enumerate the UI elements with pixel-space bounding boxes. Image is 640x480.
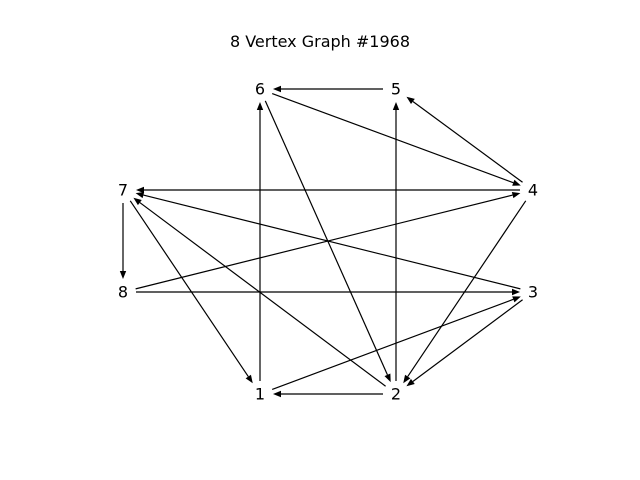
edge-line	[264, 100, 388, 376]
graph-title: 8 Vertex Graph #1968	[229, 32, 411, 51]
edge-line	[271, 92, 514, 184]
arrowhead-icon	[406, 378, 415, 387]
arrowhead-icon	[256, 102, 264, 110]
arrowhead-icon	[136, 186, 144, 194]
node-4: 4	[528, 181, 538, 200]
node-6: 6	[255, 80, 265, 99]
node-3: 3	[528, 283, 538, 302]
edge-2-to-7	[133, 197, 386, 387]
edge-4-to-2	[403, 200, 527, 384]
edges-layer	[119, 85, 527, 398]
arrowhead-icon	[512, 296, 521, 303]
edge-1-to-3	[271, 296, 521, 391]
arrowhead-icon	[511, 191, 521, 199]
nodes-layer: 1 2 3 4 5 6 7 8	[118, 80, 538, 404]
edge-line	[412, 100, 523, 183]
node-2: 2	[391, 385, 401, 404]
edge-line	[412, 299, 523, 382]
edge-line	[129, 200, 249, 377]
arrowhead-icon	[133, 197, 142, 206]
edge-line	[407, 200, 527, 377]
arrowhead-icon	[119, 271, 127, 279]
edge-4-to-7	[136, 186, 520, 194]
edge-2-to-1	[273, 390, 383, 398]
edge-5-to-6	[273, 85, 383, 93]
edge-7-to-8	[119, 203, 127, 279]
edge-4-to-5	[406, 96, 523, 183]
arrowhead-icon	[245, 374, 253, 384]
node-8: 8	[118, 283, 128, 302]
edge-line	[143, 194, 521, 290]
edge-1-to-6	[256, 102, 264, 381]
edge-3-to-7	[135, 191, 521, 290]
arrowhead-icon	[403, 374, 411, 384]
edge-3-to-2	[406, 299, 523, 387]
node-1: 1	[255, 385, 265, 404]
node-7: 7	[118, 181, 128, 200]
edge-6-to-2	[264, 100, 391, 383]
node-5: 5	[391, 80, 401, 99]
edge-line	[271, 298, 514, 391]
arrowhead-icon	[406, 96, 415, 105]
edge-8-to-3	[136, 288, 520, 296]
arrowhead-icon	[273, 85, 281, 93]
arrowhead-icon	[392, 102, 400, 110]
edge-2-to-5	[392, 102, 400, 381]
arrowhead-icon	[512, 288, 520, 296]
edge-7-to-1	[129, 200, 253, 384]
edge-line	[135, 194, 513, 290]
edge-6-to-4	[271, 92, 521, 186]
arrowhead-icon	[384, 373, 391, 383]
edge-8-to-4	[135, 191, 521, 290]
arrowhead-icon	[512, 179, 521, 186]
edge-line	[139, 202, 386, 387]
arrowhead-icon	[273, 390, 281, 398]
arrowhead-icon	[135, 191, 145, 199]
